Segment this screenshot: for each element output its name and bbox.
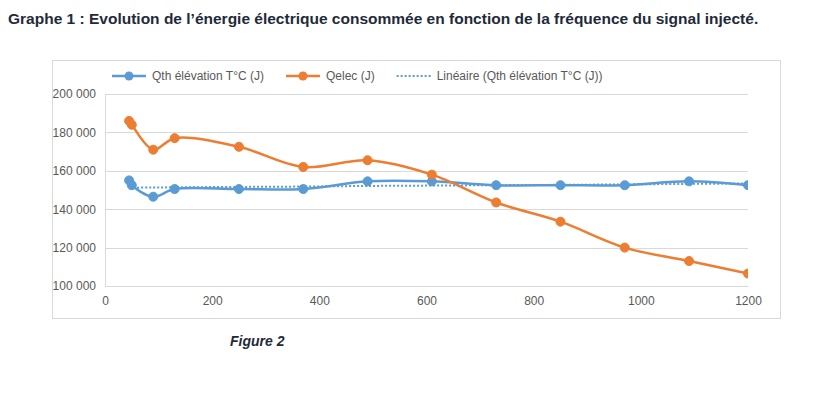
x-tick: 600 [417, 286, 437, 308]
series-marker [620, 243, 629, 252]
y-tick-label: 100 000 [53, 279, 97, 293]
legend-item: Qth élévation T°C (J) [112, 69, 264, 83]
series-marker [234, 185, 243, 194]
legend-symbol [397, 75, 431, 77]
x-tick-label: 1200 [735, 294, 762, 308]
legend-label: Qelec (J) [326, 69, 375, 83]
x-tick: 400 [310, 286, 330, 308]
grid-line [105, 209, 748, 210]
series-marker [127, 181, 136, 190]
x-axis-line [106, 286, 749, 287]
x-tick-label: 200 [203, 294, 223, 308]
y-tick-label: 120 000 [53, 241, 97, 255]
x-tick: 200 [203, 286, 223, 308]
series-marker [685, 177, 694, 186]
series-marker [556, 181, 565, 190]
legend-marker [125, 72, 134, 81]
legend: Qth élévation T°C (J) Qelec (J) Linéaire (… [112, 69, 603, 83]
y-tick: 160 000 [53, 164, 105, 178]
grid-line [105, 94, 748, 95]
series-marker [744, 269, 749, 278]
series-marker [620, 181, 629, 190]
x-tick-label: 800 [524, 294, 544, 308]
y-axis-line [105, 95, 106, 287]
grid-line [105, 248, 748, 249]
series-marker [492, 198, 501, 207]
y-tick: 200 000 [53, 87, 105, 101]
y-tick-label: 200 000 [53, 87, 97, 101]
x-tick-label: 0 [102, 294, 109, 308]
y-tick-label: 140 000 [53, 203, 97, 217]
grid-line [105, 286, 748, 287]
series-marker [299, 162, 308, 171]
legend-label: Linéaire (Qth élévation T°C (J)) [437, 69, 603, 83]
y-tick-label: 180 000 [53, 126, 97, 140]
series-marker [170, 134, 179, 143]
series-marker [556, 217, 565, 226]
x-tick: 800 [524, 286, 544, 308]
series-marker [744, 181, 749, 190]
series-marker [149, 145, 158, 154]
series-marker [363, 156, 372, 165]
series-line [129, 121, 748, 274]
y-axis: 100 000 120 000 140 000 160 000 180 000 200 0… [53, 87, 106, 293]
series-marker [363, 177, 372, 186]
x-tick: 1200 [735, 286, 762, 308]
y-tick: 100 000 [53, 279, 105, 293]
series-marker [149, 192, 158, 201]
series [125, 176, 748, 201]
x-tick-label: 1000 [628, 294, 655, 308]
legend-item: Linéaire (Qth élévation T°C (J)) [397, 69, 603, 83]
chart-title: Graphe 1 : Evolution de l’énergie électr… [8, 6, 778, 31]
caption: Figure 2 [230, 333, 285, 349]
chart: 100 000 120 000 140 000 160 000 180 000 200 0… [0, 0, 834, 400]
series [125, 116, 748, 278]
y-tick: 180 000 [53, 126, 105, 140]
series-marker [127, 120, 136, 129]
legend-item: Qelec (J) [286, 69, 375, 83]
series-marker [234, 142, 243, 151]
legend-label: Qth élévation T°C (J) [152, 69, 264, 83]
x-tick-label: 600 [417, 294, 437, 308]
chart-frame [53, 61, 781, 319]
x-tick: 1000 [628, 286, 655, 308]
x-tick-label: 400 [310, 294, 330, 308]
y-tick: 140 000 [53, 203, 105, 217]
x-tick: 0 [102, 286, 109, 308]
series-marker [492, 181, 501, 190]
series-marker [170, 185, 179, 194]
grid [105, 95, 748, 287]
series-marker [427, 170, 436, 179]
y-tick: 120 000 [53, 241, 105, 255]
x-axis: 0 200 400 600 800 1000 1200 [102, 286, 762, 308]
series-marker [299, 185, 308, 194]
y-tick-label: 160 000 [53, 164, 97, 178]
grid-line [105, 132, 748, 133]
plot-area [125, 116, 748, 278]
series-line [129, 180, 748, 196]
series-marker [685, 257, 694, 266]
legend-marker [298, 72, 307, 81]
